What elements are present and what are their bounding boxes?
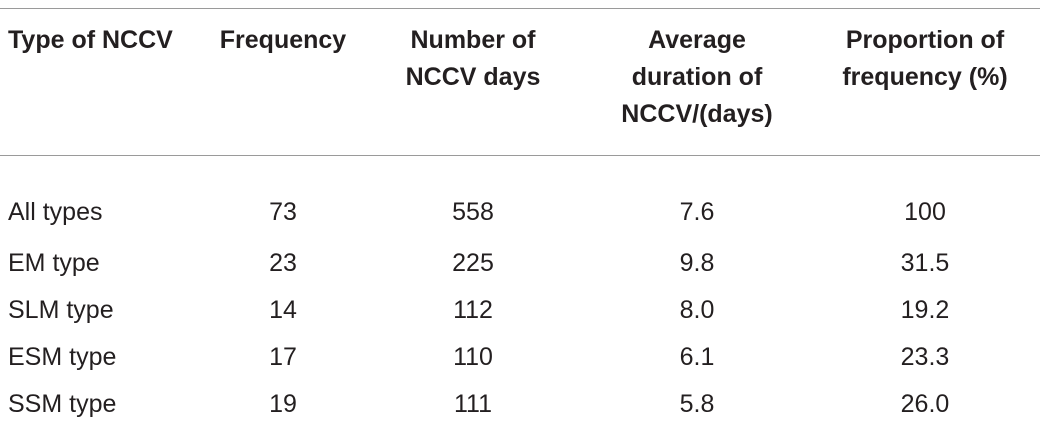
table-row: ESM type 17 110 6.1 23.3 — [0, 334, 1040, 381]
table-row: EM type 23 225 9.8 31.5 — [0, 240, 1040, 287]
header-line: Type of NCCV — [8, 26, 173, 54]
header-line: Frequency — [219, 26, 347, 54]
cell-proportion: 31.5 — [900, 249, 950, 277]
cell-average-duration: 5.8 — [679, 390, 715, 418]
header-line: NCCV/(days) — [621, 100, 773, 128]
cell-nccv-days: 112 — [453, 296, 493, 324]
cell-frequency: 73 — [269, 197, 297, 226]
cell-nccv-days: 558 — [452, 197, 494, 226]
header-line: NCCV days — [405, 63, 541, 91]
header-frequency: Frequency — [210, 0, 380, 178]
cell-type: ESM type — [8, 343, 117, 371]
header-line: frequency (%) — [842, 63, 1008, 91]
header-line: duration of — [631, 63, 763, 91]
header-proportion-of-frequency: Proportion of frequency (%) — [810, 0, 1040, 178]
cell-nccv-days: 111 — [453, 390, 492, 418]
table-row: SSM type 19 111 5.8 26.0 — [0, 381, 1040, 428]
cell-frequency: 23 — [269, 249, 297, 277]
cell-type: SLM type — [8, 296, 114, 324]
cell-proportion: 19.2 — [900, 296, 950, 324]
cell-proportion: 100 — [904, 197, 946, 226]
cell-type: SSM type — [8, 390, 117, 418]
header-line: Number of — [410, 26, 536, 54]
cell-average-duration: 8.0 — [679, 296, 715, 324]
cell-proportion: 26.0 — [900, 390, 950, 418]
cell-average-duration: 6.1 — [679, 343, 715, 371]
cell-proportion: 23.3 — [900, 343, 950, 371]
header-average-duration: Average duration of NCCV/(days) — [600, 0, 810, 178]
cell-average-duration: 7.6 — [679, 197, 715, 226]
table-row: All types 73 558 7.6 100 — [0, 178, 1040, 240]
cell-frequency: 19 — [269, 390, 297, 418]
cell-nccv-days: 110 — [453, 343, 493, 371]
header-line: Average — [648, 26, 746, 54]
header-rule — [0, 155, 1040, 156]
header-line: Proportion of — [845, 26, 1005, 54]
table-row: SLM type 14 112 8.0 19.2 — [0, 287, 1040, 334]
top-rule — [0, 8, 1040, 9]
cell-frequency: 17 — [269, 343, 297, 371]
header-number-of-nccv-days: Number of NCCV days — [380, 0, 600, 178]
cell-type: All types — [8, 197, 103, 226]
cell-type: EM type — [8, 249, 100, 277]
cell-nccv-days: 225 — [452, 249, 494, 277]
header-row: Type of NCCV Frequency Number of NCCV da… — [0, 0, 1040, 178]
header-type-of-nccv: Type of NCCV — [0, 0, 210, 178]
cell-frequency: 14 — [269, 296, 297, 324]
data-table-container: Type of NCCV Frequency Number of NCCV da… — [0, 8, 1040, 418]
cell-average-duration: 9.8 — [679, 249, 715, 277]
